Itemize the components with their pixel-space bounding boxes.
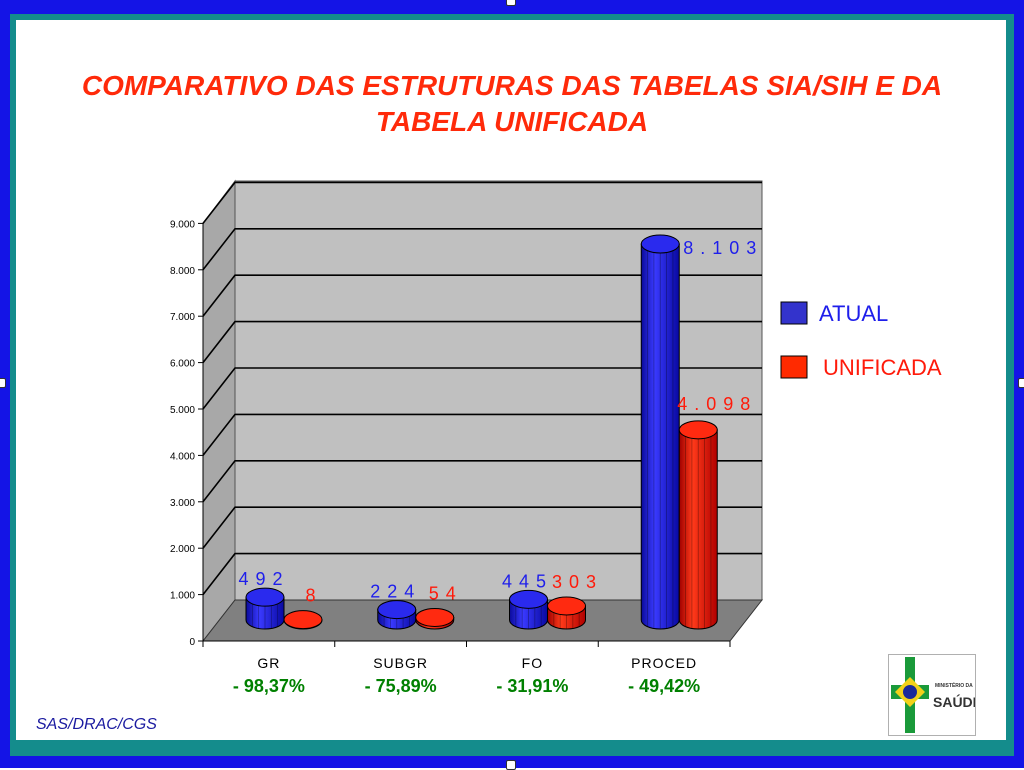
gridline [202, 320, 762, 364]
change-label-gr: - 98,37% [233, 676, 305, 696]
x-tick-label-fo: FO [522, 655, 543, 671]
change-label-subgr: - 75,89% [365, 676, 437, 696]
logo-text-line1: MINISTÉRIO DA [935, 681, 973, 689]
chart-title-line2: TABELA UNIFICADA [375, 106, 649, 137]
y-tick-label: 4.000 [170, 451, 195, 462]
legend-swatch-atual [780, 301, 808, 325]
data-label-atual-subgr: 2 2 4 [370, 582, 415, 602]
gridline [202, 181, 762, 224]
gridline [202, 413, 762, 456]
ministry-logo-icon: MINISTÉRIO DA SAÚDE [891, 657, 982, 733]
y-tick-label: 5.000 [170, 405, 195, 416]
gridline [202, 367, 762, 410]
ministry-logo: MINISTÉRIO DA SAÚDE [888, 654, 982, 736]
resize-handle-left[interactable] [0, 378, 6, 388]
change-label-fo: - 31,91% [496, 676, 568, 696]
y-tick-label: 0 [189, 637, 195, 648]
y-tick-label: 8.000 [170, 266, 195, 277]
gridline [202, 274, 762, 317]
bar-top-unificada-subgr [415, 607, 455, 627]
gridline [202, 552, 762, 596]
resize-handle-right[interactable] [1018, 378, 1024, 388]
data-label-atual-proced: 8 . 1 0 3 [683, 238, 757, 258]
bar-top-unificada-gr [283, 610, 323, 630]
y-tick-label: 9.000 [170, 219, 195, 230]
legend-swatch-unificada [780, 355, 808, 379]
y-tick-label: 2.000 [170, 544, 195, 555]
resize-handle-top[interactable] [506, 0, 516, 6]
data-label-unificada-proced: 4 . 0 9 8 [677, 394, 751, 414]
data-label-atual-fo: 4 4 5 [502, 571, 547, 591]
y-tick-label: 6.000 [170, 359, 195, 370]
resize-handle-bottom[interactable] [506, 760, 516, 770]
bar-unificada-proced [678, 429, 718, 630]
bar-top-atual-fo [509, 589, 548, 609]
x-tick-label-gr: GR [257, 655, 280, 671]
y-tick-label: 3.000 [170, 498, 195, 509]
data-label-unificada-subgr: 5 4 [429, 583, 457, 603]
bar-top-atual-proced [640, 234, 680, 254]
x-tick-label-proced: PROCED [631, 655, 697, 671]
y-tick-label: 7.000 [170, 312, 195, 323]
chart-title-line1: COMPARATIVO DAS ESTRUTURAS DAS TABELAS S… [81, 70, 943, 101]
data-label-unificada-fo: 3 0 3 [552, 572, 597, 592]
logo-text-line2: SAÚDE [933, 693, 975, 710]
bar-top-unificada-proced [678, 420, 718, 440]
gridline [202, 228, 762, 271]
change-label-proced: - 49,42% [628, 676, 700, 696]
bar-top-unificada-fo [547, 596, 586, 616]
footer-text: SAS/DRAC/CGS [36, 716, 157, 733]
bar-top-atual-gr [245, 587, 285, 607]
legend-label-unificada: UNIFICADA [823, 355, 942, 380]
x-tick-label-subgr: SUBGR [373, 655, 428, 671]
legend-label-atual: ATUAL [819, 301, 888, 326]
gridline [202, 459, 762, 503]
data-label-unificada-gr: 8 [305, 586, 316, 606]
data-label-atual-gr: 4 9 2 [238, 569, 283, 589]
bar-top-atual-subgr [377, 600, 417, 620]
gridline [202, 506, 762, 549]
y-tick-label: 1.000 [170, 591, 195, 602]
